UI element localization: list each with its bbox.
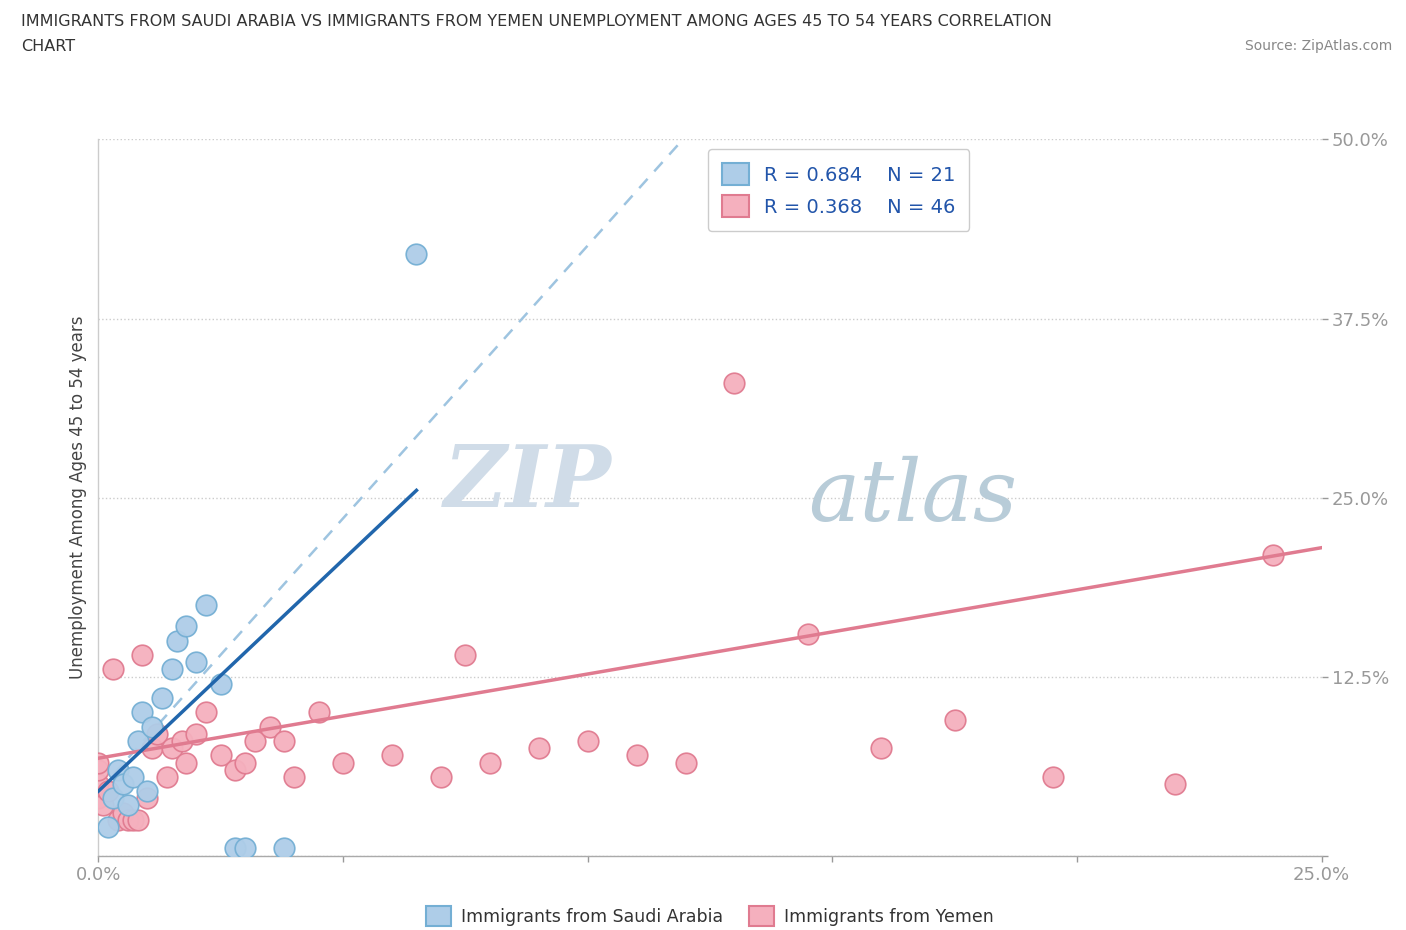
Text: atlas: atlas xyxy=(808,457,1017,538)
Point xyxy=(195,598,218,613)
Point xyxy=(101,662,124,677)
Point xyxy=(131,705,153,720)
Point xyxy=(111,805,134,820)
Point xyxy=(576,734,599,749)
Point xyxy=(131,647,153,662)
Point xyxy=(186,726,208,741)
Point xyxy=(870,740,893,755)
Point xyxy=(186,655,208,670)
Point xyxy=(943,712,966,727)
Point xyxy=(1164,777,1187,791)
Legend: Immigrants from Saudi Arabia, Immigrants from Yemen: Immigrants from Saudi Arabia, Immigrants… xyxy=(419,899,1001,930)
Point xyxy=(797,626,820,641)
Point xyxy=(97,819,120,834)
Point xyxy=(209,748,232,763)
Point xyxy=(332,755,354,770)
Point xyxy=(381,748,404,763)
Point xyxy=(107,813,129,828)
Point xyxy=(675,755,697,770)
Point xyxy=(146,726,169,741)
Point xyxy=(117,798,139,813)
Text: Source: ZipAtlas.com: Source: ZipAtlas.com xyxy=(1244,39,1392,53)
Text: IMMIGRANTS FROM SAUDI ARABIA VS IMMIGRANTS FROM YEMEN UNEMPLOYMENT AMONG AGES 45: IMMIGRANTS FROM SAUDI ARABIA VS IMMIGRAN… xyxy=(21,14,1052,29)
Point xyxy=(91,798,114,813)
Point xyxy=(141,719,163,734)
Point xyxy=(87,755,110,770)
Text: CHART: CHART xyxy=(21,39,75,54)
Point xyxy=(87,790,110,805)
Point xyxy=(170,734,193,749)
Point xyxy=(121,813,143,828)
Point xyxy=(127,734,149,749)
Point xyxy=(195,705,218,720)
Point xyxy=(141,740,163,755)
Point xyxy=(626,748,648,763)
Point xyxy=(273,841,295,856)
Point xyxy=(478,755,501,770)
Point xyxy=(136,784,159,799)
Point xyxy=(259,719,281,734)
Point xyxy=(224,841,246,856)
Point xyxy=(308,705,330,720)
Point xyxy=(176,755,198,770)
Point xyxy=(160,662,183,677)
Point xyxy=(117,813,139,828)
Point xyxy=(527,740,550,755)
Point xyxy=(1042,769,1064,784)
Point xyxy=(405,246,427,261)
Point xyxy=(87,763,110,777)
Point xyxy=(233,755,256,770)
Point xyxy=(723,376,745,391)
Point xyxy=(101,790,124,805)
Point xyxy=(1261,548,1284,563)
Point xyxy=(176,619,198,634)
Point xyxy=(107,763,129,777)
Point xyxy=(87,777,110,791)
Point xyxy=(166,633,188,648)
Y-axis label: Unemployment Among Ages 45 to 54 years: Unemployment Among Ages 45 to 54 years xyxy=(69,316,87,679)
Point xyxy=(156,769,179,784)
Point xyxy=(243,734,266,749)
Point xyxy=(136,790,159,805)
Point xyxy=(273,734,295,749)
Point xyxy=(111,777,134,791)
Point xyxy=(209,676,232,691)
Point xyxy=(454,647,477,662)
Point xyxy=(430,769,453,784)
Point xyxy=(233,841,256,856)
Point xyxy=(150,691,173,706)
Text: ZIP: ZIP xyxy=(444,442,612,525)
Point xyxy=(160,740,183,755)
Point xyxy=(127,813,149,828)
Point xyxy=(224,763,246,777)
Point xyxy=(283,769,305,784)
Point xyxy=(97,784,120,799)
Point xyxy=(121,769,143,784)
